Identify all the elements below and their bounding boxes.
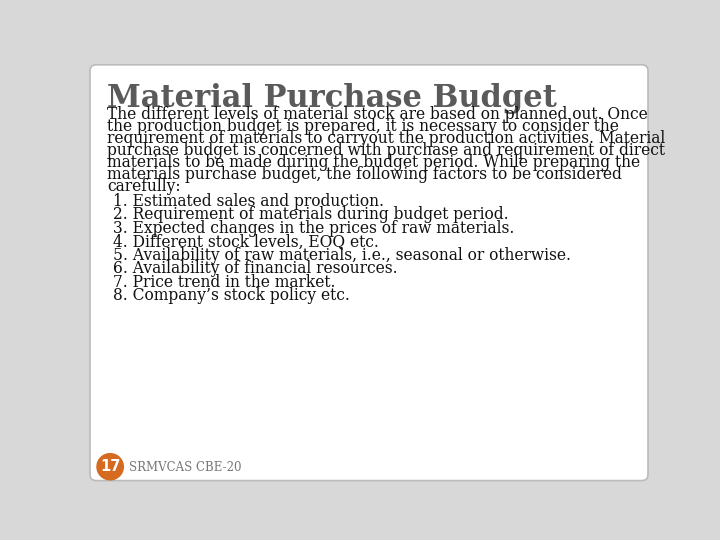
Text: 6. Availability of financial resources.: 6. Availability of financial resources. — [113, 260, 398, 278]
Text: materials to be made during the budget period. While preparing the: materials to be made during the budget p… — [107, 154, 640, 171]
Text: 3. Expected changes in the prices of raw materials.: 3. Expected changes in the prices of raw… — [113, 220, 515, 237]
Text: 7. Price trend in the market.: 7. Price trend in the market. — [113, 274, 336, 291]
Circle shape — [97, 454, 123, 480]
Text: Material Purchase Budget: Material Purchase Budget — [107, 83, 557, 114]
Text: 17: 17 — [100, 459, 120, 474]
Text: 1. Estimated sales and production.: 1. Estimated sales and production. — [113, 193, 384, 210]
Text: purchase budget is concerned with purchase and requirement of direct: purchase budget is concerned with purcha… — [107, 142, 665, 159]
Text: carefully:: carefully: — [107, 178, 181, 195]
Text: 5. Availability of raw materials, i.e., seasonal or otherwise.: 5. Availability of raw materials, i.e., … — [113, 247, 571, 264]
Text: 8. Company’s stock policy etc.: 8. Company’s stock policy etc. — [113, 287, 350, 305]
FancyBboxPatch shape — [90, 65, 648, 481]
Text: The different levels of material stock are based on planned out. Once: The different levels of material stock a… — [107, 106, 648, 123]
Text: materials purchase budget, the following factors to be considered: materials purchase budget, the following… — [107, 166, 622, 183]
Text: requirement of materials to carryout the production activities. Material: requirement of materials to carryout the… — [107, 130, 665, 147]
Text: 4. Different stock levels, EOQ etc.: 4. Different stock levels, EOQ etc. — [113, 233, 379, 251]
Text: 2. Requirement of materials during budget period.: 2. Requirement of materials during budge… — [113, 206, 509, 224]
Text: the production budget is prepared, it is necessary to consider the: the production budget is prepared, it is… — [107, 118, 619, 136]
Text: SRMVCAS CBE-20: SRMVCAS CBE-20 — [129, 461, 241, 474]
